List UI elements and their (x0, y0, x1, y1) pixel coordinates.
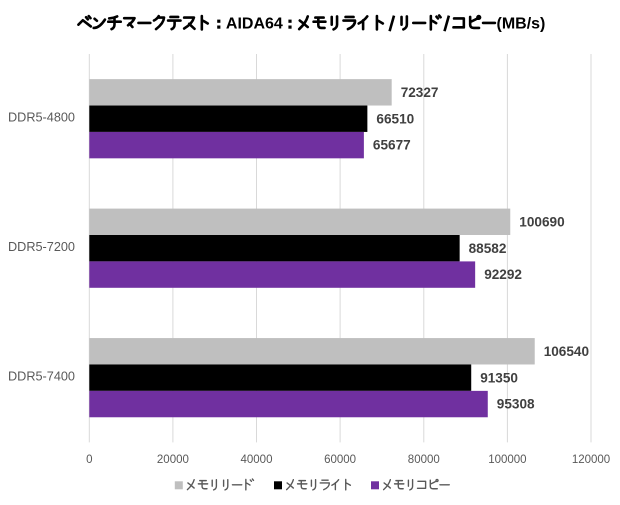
svg-text:80000: 80000 (408, 454, 440, 466)
svg-text:120000: 120000 (572, 454, 610, 466)
svg-text:106540: 106540 (544, 344, 589, 359)
svg-text:92292: 92292 (484, 267, 522, 282)
svg-text:100000: 100000 (488, 454, 526, 466)
svg-text:66510: 66510 (376, 111, 414, 126)
svg-text:100690: 100690 (519, 214, 564, 229)
svg-text:40000: 40000 (241, 454, 273, 466)
svg-text:AIDA64: AIDA64 (226, 15, 283, 32)
svg-text:95308: 95308 (497, 397, 535, 412)
svg-text:(MB/s): (MB/s) (497, 15, 546, 32)
svg-text:88582: 88582 (469, 241, 507, 256)
svg-text:DDR5-4800: DDR5-4800 (8, 111, 75, 125)
svg-text:72327: 72327 (401, 85, 439, 100)
svg-text:20000: 20000 (157, 454, 189, 466)
svg-text:0: 0 (86, 454, 92, 466)
svg-text:91350: 91350 (480, 370, 518, 385)
svg-text:65677: 65677 (373, 138, 411, 153)
svg-text:DDR5-7400: DDR5-7400 (8, 370, 75, 384)
svg-text:60000: 60000 (324, 454, 356, 466)
svg-text:DDR5-7200: DDR5-7200 (8, 240, 75, 254)
